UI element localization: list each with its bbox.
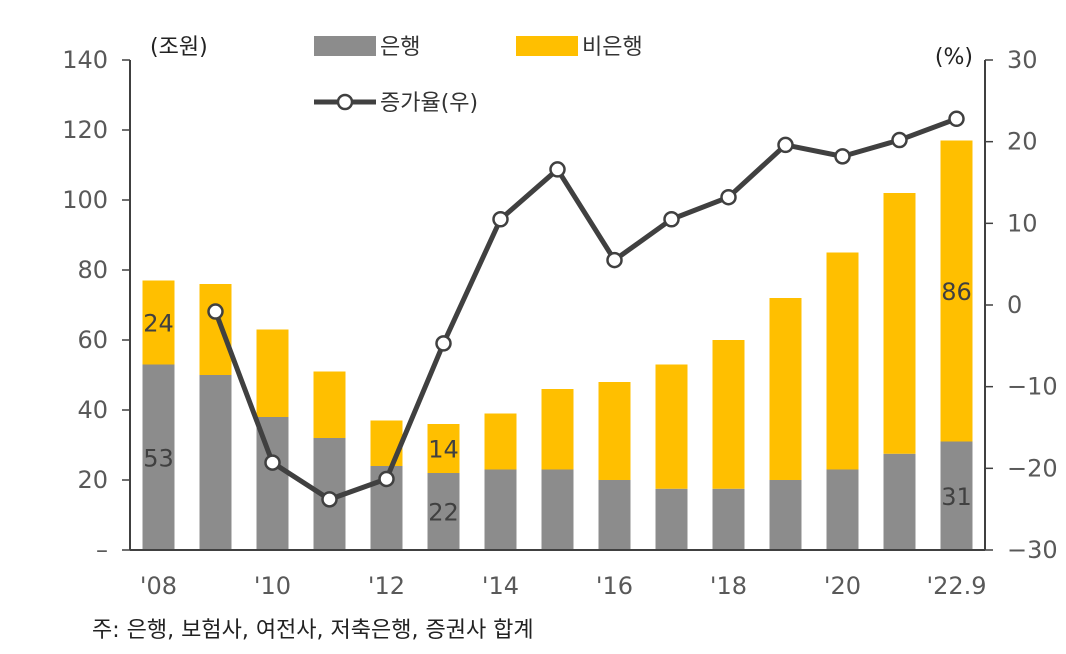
x-tick-label-7: '22.9 [926, 572, 986, 600]
legend-swatch-bank [314, 36, 376, 56]
growth-point-12 [834, 148, 851, 165]
x-tick-label-5: '18 [710, 572, 747, 600]
data-label-5: 86 [941, 278, 972, 306]
left-tick-label-5: 100 [62, 186, 108, 214]
bar-bank-10 [712, 488, 745, 550]
x-tick-label-1: '10 [254, 572, 291, 600]
data-label-0: 53 [143, 444, 174, 472]
bar-nonbank-4 [370, 420, 403, 466]
bars-layer [142, 140, 973, 550]
footnote: 주: 은행, 보험사, 여전사, 저축은행, 증권사 합계 [92, 618, 534, 643]
left-tick-label-6: 120 [62, 116, 108, 144]
growth-point-8 [606, 251, 623, 269]
x-tick-label-0: '08 [140, 572, 177, 600]
bar-bank-9 [655, 488, 688, 550]
data-label-4: 31 [941, 483, 972, 511]
x-tick-label-6: '20 [824, 572, 861, 600]
growth-point-10 [720, 188, 737, 206]
legend-swatch-nonbank [516, 36, 578, 56]
right-tick-label-5: 20 [1007, 128, 1038, 156]
right-tick-label-2: −10 [1007, 373, 1058, 401]
growth-point-3 [321, 491, 338, 508]
bar-nonbank-9 [655, 364, 688, 489]
data-label-1: 24 [143, 310, 174, 338]
right-tick-label-3: 0 [1007, 291, 1022, 319]
bar-nonbank-10 [712, 340, 745, 489]
data-label-3: 14 [428, 436, 459, 464]
right-tick-label-0: −30 [1007, 536, 1058, 564]
left-tick-label-1: 20 [77, 466, 108, 494]
left-tick-label-3: 60 [77, 326, 108, 354]
growth-point-14 [948, 110, 965, 128]
left-tick-label-2: 40 [77, 396, 108, 424]
bar-bank-8 [598, 480, 631, 550]
line-layer [207, 110, 965, 508]
bar-bank-6 [484, 469, 517, 550]
bar-bank-0 [142, 364, 175, 550]
bar-nonbank-13 [883, 193, 916, 454]
bar-bank-12 [826, 469, 859, 550]
growth-point-11 [777, 136, 794, 154]
left-axis-unit: (조원) [150, 35, 208, 60]
right-tick-label-1: −20 [1007, 454, 1058, 482]
bar-nonbank-6 [484, 413, 517, 470]
legend-label-bank: 은행 [380, 35, 420, 60]
growth-point-2 [264, 454, 281, 471]
right-tick-label-4: 10 [1007, 209, 1038, 237]
legend-label-growth: 증가율(우) [380, 91, 478, 116]
x-tick-label-3: '14 [482, 572, 519, 600]
bar-bank-5 [427, 473, 460, 550]
right-axis-unit: (%) [935, 45, 973, 70]
bar-nonbank-8 [598, 382, 631, 480]
growth-point-4 [378, 470, 395, 488]
bar-nonbank-1 [199, 284, 232, 375]
growth-line [213, 116, 958, 502]
bar-nonbank-7 [541, 389, 574, 470]
left-tick-label-7: 140 [62, 46, 108, 74]
bar-bank-14 [940, 441, 973, 550]
left-tick-label-4: 80 [77, 256, 108, 284]
growth-point-9 [663, 211, 680, 228]
bar-nonbank-11 [769, 298, 802, 480]
bar-nonbank-0 [142, 280, 175, 365]
bar-bank-13 [883, 453, 916, 550]
bar-nonbank-3 [313, 371, 346, 438]
growth-point-6 [492, 211, 509, 228]
legend-label-nonbank: 비은행 [582, 35, 643, 60]
growth-point-13 [891, 131, 908, 149]
bar-bank-1 [199, 375, 232, 550]
ticks-layer: – 20 40 60 80 100 120 140 −30 −20 −10 0 10 20 30 '08 '10… [62, 46, 1057, 600]
legend: 은행 비은행 증가율(우) [314, 35, 643, 116]
right-tick-label-6: 30 [1007, 46, 1038, 74]
legend-marker-growth [336, 93, 354, 111]
bar-nonbank-14 [940, 140, 973, 442]
data-label-2: 22 [428, 499, 459, 527]
growth-point-7 [549, 161, 566, 178]
bar-nonbank-12 [826, 252, 859, 470]
bar-nonbank-5 [427, 424, 460, 473]
x-tick-label-4: '16 [596, 572, 633, 600]
growth-point-1 [207, 303, 224, 320]
left-tick-label-0: – [96, 536, 108, 564]
data-labels-layer: 53 24 22 14 31 86 [143, 278, 972, 527]
bar-nonbank-2 [256, 329, 289, 417]
growth-point-5 [435, 335, 452, 352]
bar-bank-7 [541, 469, 574, 550]
bar-bank-11 [769, 480, 802, 550]
x-tick-label-2: '12 [368, 572, 405, 600]
